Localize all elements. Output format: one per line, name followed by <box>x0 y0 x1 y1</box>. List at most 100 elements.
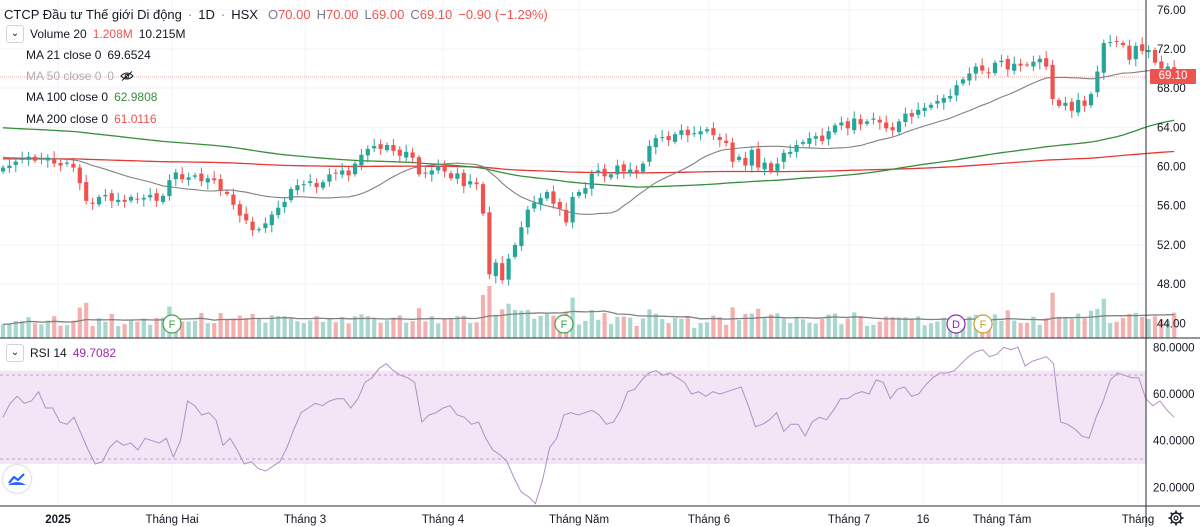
candle-body[interactable] <box>359 154 364 166</box>
candle-body[interactable] <box>698 131 703 135</box>
candle-body[interactable] <box>973 66 978 74</box>
candle-body[interactable] <box>666 135 671 141</box>
candle-body[interactable] <box>1082 100 1087 106</box>
candle-body[interactable] <box>653 138 658 148</box>
candle-body[interactable] <box>423 172 428 174</box>
candle-body[interactable] <box>672 134 678 142</box>
candle-body[interactable] <box>148 194 153 198</box>
candle-body[interactable] <box>448 173 454 179</box>
candle-body[interactable] <box>0 167 6 172</box>
candle-body[interactable] <box>135 198 140 200</box>
candle-body[interactable] <box>1108 42 1113 44</box>
candle-body[interactable] <box>13 161 18 165</box>
candle-body[interactable] <box>352 163 358 175</box>
ma100-legend[interactable]: MA 100 close 0 62.9808 <box>26 88 163 106</box>
candle-body[interactable] <box>474 182 479 185</box>
ma50-legend[interactable]: MA 50 close 0 0 <box>26 67 134 85</box>
candle-body[interactable] <box>852 118 857 131</box>
candle-body[interactable] <box>1095 71 1100 93</box>
gear-icon[interactable] <box>1168 510 1184 526</box>
candle-body[interactable] <box>999 60 1004 63</box>
candle-body[interactable] <box>909 113 914 117</box>
candle-body[interactable] <box>724 140 729 144</box>
candle-body[interactable] <box>52 158 57 164</box>
candle-body[interactable] <box>128 196 134 201</box>
candle-body[interactable] <box>711 128 716 136</box>
candle-body[interactable] <box>404 151 409 158</box>
candle-body[interactable] <box>519 227 524 247</box>
candle-body[interactable] <box>576 192 582 196</box>
candle-body[interactable] <box>493 262 498 277</box>
candle-body[interactable] <box>327 174 332 182</box>
candle-body[interactable] <box>596 170 601 173</box>
candle-body[interactable] <box>45 157 50 161</box>
candle-body[interactable] <box>154 193 159 201</box>
candle-body[interactable] <box>160 195 166 203</box>
candle-body[interactable] <box>288 189 294 201</box>
candle-body[interactable] <box>532 202 537 209</box>
candle-body[interactable] <box>986 72 991 74</box>
candle-body[interactable] <box>26 156 31 160</box>
candle-body[interactable] <box>295 185 300 191</box>
candle-body[interactable] <box>608 174 614 178</box>
candle-body[interactable] <box>512 244 518 257</box>
candle-body[interactable] <box>1005 58 1010 70</box>
candle-body[interactable] <box>615 165 620 175</box>
candle-body[interactable] <box>320 182 326 188</box>
candle-body[interactable] <box>461 172 466 187</box>
candle-body[interactable] <box>602 168 607 177</box>
rsi-axis[interactable]: 80.0000 60.0000 40.0000 20.0000 <box>1153 342 1195 494</box>
candle-body[interactable] <box>7 165 12 169</box>
candle-body[interactable] <box>173 172 178 180</box>
candle-body[interactable] <box>884 122 889 129</box>
candle-body[interactable] <box>436 166 441 171</box>
ma200-legend[interactable]: MA 200 close 0 61.0116 <box>26 110 163 128</box>
candle-body[interactable] <box>455 173 460 179</box>
candle-body[interactable] <box>948 96 953 99</box>
candle-body[interactable] <box>141 197 146 200</box>
candle-body[interactable] <box>1069 101 1074 111</box>
candle-body[interactable] <box>551 191 556 204</box>
candle-body[interactable] <box>583 188 588 194</box>
candle-body[interactable] <box>340 170 345 175</box>
event-markers[interactable]: F F D F <box>162 314 993 334</box>
candle-body[interactable] <box>628 169 633 174</box>
candle-body[interactable] <box>679 130 684 135</box>
marker-f-1[interactable] <box>162 314 182 334</box>
candle-body[interactable] <box>845 121 850 129</box>
candle-body[interactable] <box>122 199 127 202</box>
candle-body[interactable] <box>205 178 210 183</box>
candle-body[interactable] <box>557 202 562 209</box>
candle-body[interactable] <box>244 213 249 221</box>
candle-body[interactable] <box>794 144 799 152</box>
candle-body[interactable] <box>308 181 313 184</box>
candle-body[interactable] <box>391 144 396 151</box>
ma21-legend[interactable]: MA 21 close 0 69.6524 <box>26 46 157 64</box>
candle-body[interactable] <box>941 97 946 103</box>
candle-body[interactable] <box>1024 64 1030 66</box>
candle-body[interactable] <box>237 204 242 216</box>
candle-body[interactable] <box>1018 63 1023 66</box>
candle-body[interactable] <box>116 199 121 203</box>
candle-body[interactable] <box>544 192 550 199</box>
candle-body[interactable] <box>864 121 870 124</box>
candle-body[interactable] <box>775 163 780 171</box>
symbol-header[interactable]: CTCP Đầu tư Thế giới Di động · 1D · HSX … <box>4 5 554 23</box>
candle-body[interactable] <box>58 163 63 166</box>
candle-body[interactable] <box>570 196 575 223</box>
candle-body[interactable] <box>813 136 818 139</box>
candle-body[interactable] <box>180 174 185 180</box>
candle-body[interactable] <box>704 129 710 132</box>
candle-body[interactable] <box>839 122 844 126</box>
candle-body[interactable] <box>756 148 761 168</box>
candle-body[interactable] <box>640 163 646 172</box>
candle-body[interactable] <box>1127 45 1132 60</box>
candle-body[interactable] <box>506 258 511 280</box>
candle-body[interactable] <box>692 133 697 135</box>
candle-body[interactable] <box>832 125 838 133</box>
candle-body[interactable] <box>525 209 530 228</box>
candle-body[interactable] <box>186 177 191 180</box>
eye-off-icon[interactable] <box>120 71 134 81</box>
interval[interactable]: 1D <box>198 6 215 22</box>
